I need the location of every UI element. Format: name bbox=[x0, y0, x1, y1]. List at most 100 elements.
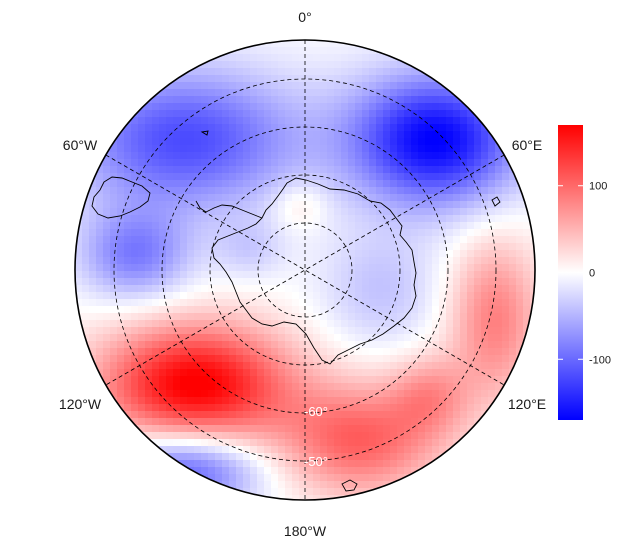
field-cell bbox=[278, 110, 286, 118]
field-cell bbox=[201, 467, 209, 475]
field-cell bbox=[166, 138, 174, 146]
field-cell bbox=[292, 390, 300, 398]
field-cell bbox=[271, 229, 279, 237]
field-cell bbox=[96, 264, 104, 272]
field-cell bbox=[453, 152, 461, 160]
field-cell bbox=[446, 180, 454, 188]
field-cell bbox=[327, 306, 335, 314]
field-cell bbox=[341, 201, 349, 209]
field-cell bbox=[180, 432, 188, 440]
field-cell bbox=[194, 194, 202, 202]
field-cell bbox=[173, 320, 181, 328]
field-cell bbox=[460, 383, 468, 391]
field-cell bbox=[124, 383, 132, 391]
field-cell bbox=[369, 180, 377, 188]
field-cell bbox=[103, 187, 111, 195]
field-cell bbox=[509, 222, 517, 230]
field-cell bbox=[180, 460, 188, 468]
field-cell bbox=[124, 369, 132, 377]
field-cell bbox=[208, 187, 216, 195]
field-cell bbox=[341, 110, 349, 118]
field-cell bbox=[460, 334, 468, 342]
field-cell bbox=[432, 446, 440, 454]
field-cell bbox=[495, 278, 503, 286]
field-cell bbox=[425, 376, 433, 384]
field-cell bbox=[432, 404, 440, 412]
field-cell bbox=[334, 138, 342, 146]
field-cell bbox=[215, 75, 223, 83]
field-cell bbox=[467, 180, 475, 188]
field-cell bbox=[502, 229, 510, 237]
field-cell bbox=[264, 425, 272, 433]
field-cell bbox=[250, 285, 258, 293]
field-cell bbox=[474, 278, 482, 286]
field-cell bbox=[159, 103, 167, 111]
field-cell bbox=[481, 152, 489, 160]
field-cell bbox=[320, 362, 328, 370]
field-cell bbox=[474, 404, 482, 412]
field-cell bbox=[320, 411, 328, 419]
field-cell bbox=[110, 166, 118, 174]
field-cell bbox=[320, 390, 328, 398]
field-cell bbox=[369, 390, 377, 398]
field-cell bbox=[502, 187, 510, 195]
field-cell bbox=[103, 194, 111, 202]
field-cell bbox=[355, 243, 363, 251]
field-cell bbox=[334, 404, 342, 412]
field-cell bbox=[439, 250, 447, 258]
field-cell bbox=[131, 152, 139, 160]
field-cell bbox=[285, 236, 293, 244]
field-cell bbox=[481, 222, 489, 230]
field-cell bbox=[334, 243, 342, 251]
field-cell bbox=[187, 418, 195, 426]
field-cell bbox=[278, 208, 286, 216]
field-cell bbox=[229, 138, 237, 146]
field-cell bbox=[460, 166, 468, 174]
field-cell bbox=[201, 348, 209, 356]
field-cell bbox=[250, 418, 258, 426]
field-cell bbox=[446, 453, 454, 461]
field-cell bbox=[313, 215, 321, 223]
field-cell bbox=[397, 152, 405, 160]
field-cell bbox=[390, 208, 398, 216]
field-cell bbox=[453, 285, 461, 293]
field-cell bbox=[488, 124, 496, 132]
field-cell bbox=[166, 243, 174, 251]
field-cell bbox=[348, 299, 356, 307]
field-cell bbox=[334, 229, 342, 237]
field-cell bbox=[243, 327, 251, 335]
field-cell bbox=[285, 145, 293, 153]
field-cell bbox=[306, 292, 314, 300]
field-cell bbox=[446, 152, 454, 160]
field-cell bbox=[306, 145, 314, 153]
field-cell bbox=[285, 68, 293, 76]
field-cell bbox=[446, 404, 454, 412]
field-cell bbox=[320, 453, 328, 461]
field-cell bbox=[306, 110, 314, 118]
field-cell bbox=[481, 383, 489, 391]
field-cell bbox=[229, 327, 237, 335]
field-cell bbox=[222, 61, 230, 69]
field-cell bbox=[327, 355, 335, 363]
field-cell bbox=[145, 327, 153, 335]
field-cell bbox=[278, 201, 286, 209]
field-cell bbox=[271, 194, 279, 202]
field-cell bbox=[215, 138, 223, 146]
field-cell bbox=[453, 117, 461, 125]
field-cell bbox=[411, 159, 419, 167]
field-cell bbox=[159, 411, 167, 419]
field-cell bbox=[222, 376, 230, 384]
field-cell bbox=[180, 390, 188, 398]
field-cell bbox=[411, 194, 419, 202]
field-cell bbox=[418, 166, 426, 174]
field-cell bbox=[446, 334, 454, 342]
field-cell bbox=[180, 383, 188, 391]
field-cell bbox=[390, 201, 398, 209]
field-cell bbox=[306, 376, 314, 384]
field-cell bbox=[376, 124, 384, 132]
field-cell bbox=[236, 327, 244, 335]
field-cell bbox=[313, 89, 321, 97]
field-cell bbox=[383, 180, 391, 188]
field-cell bbox=[383, 194, 391, 202]
field-cell bbox=[411, 229, 419, 237]
